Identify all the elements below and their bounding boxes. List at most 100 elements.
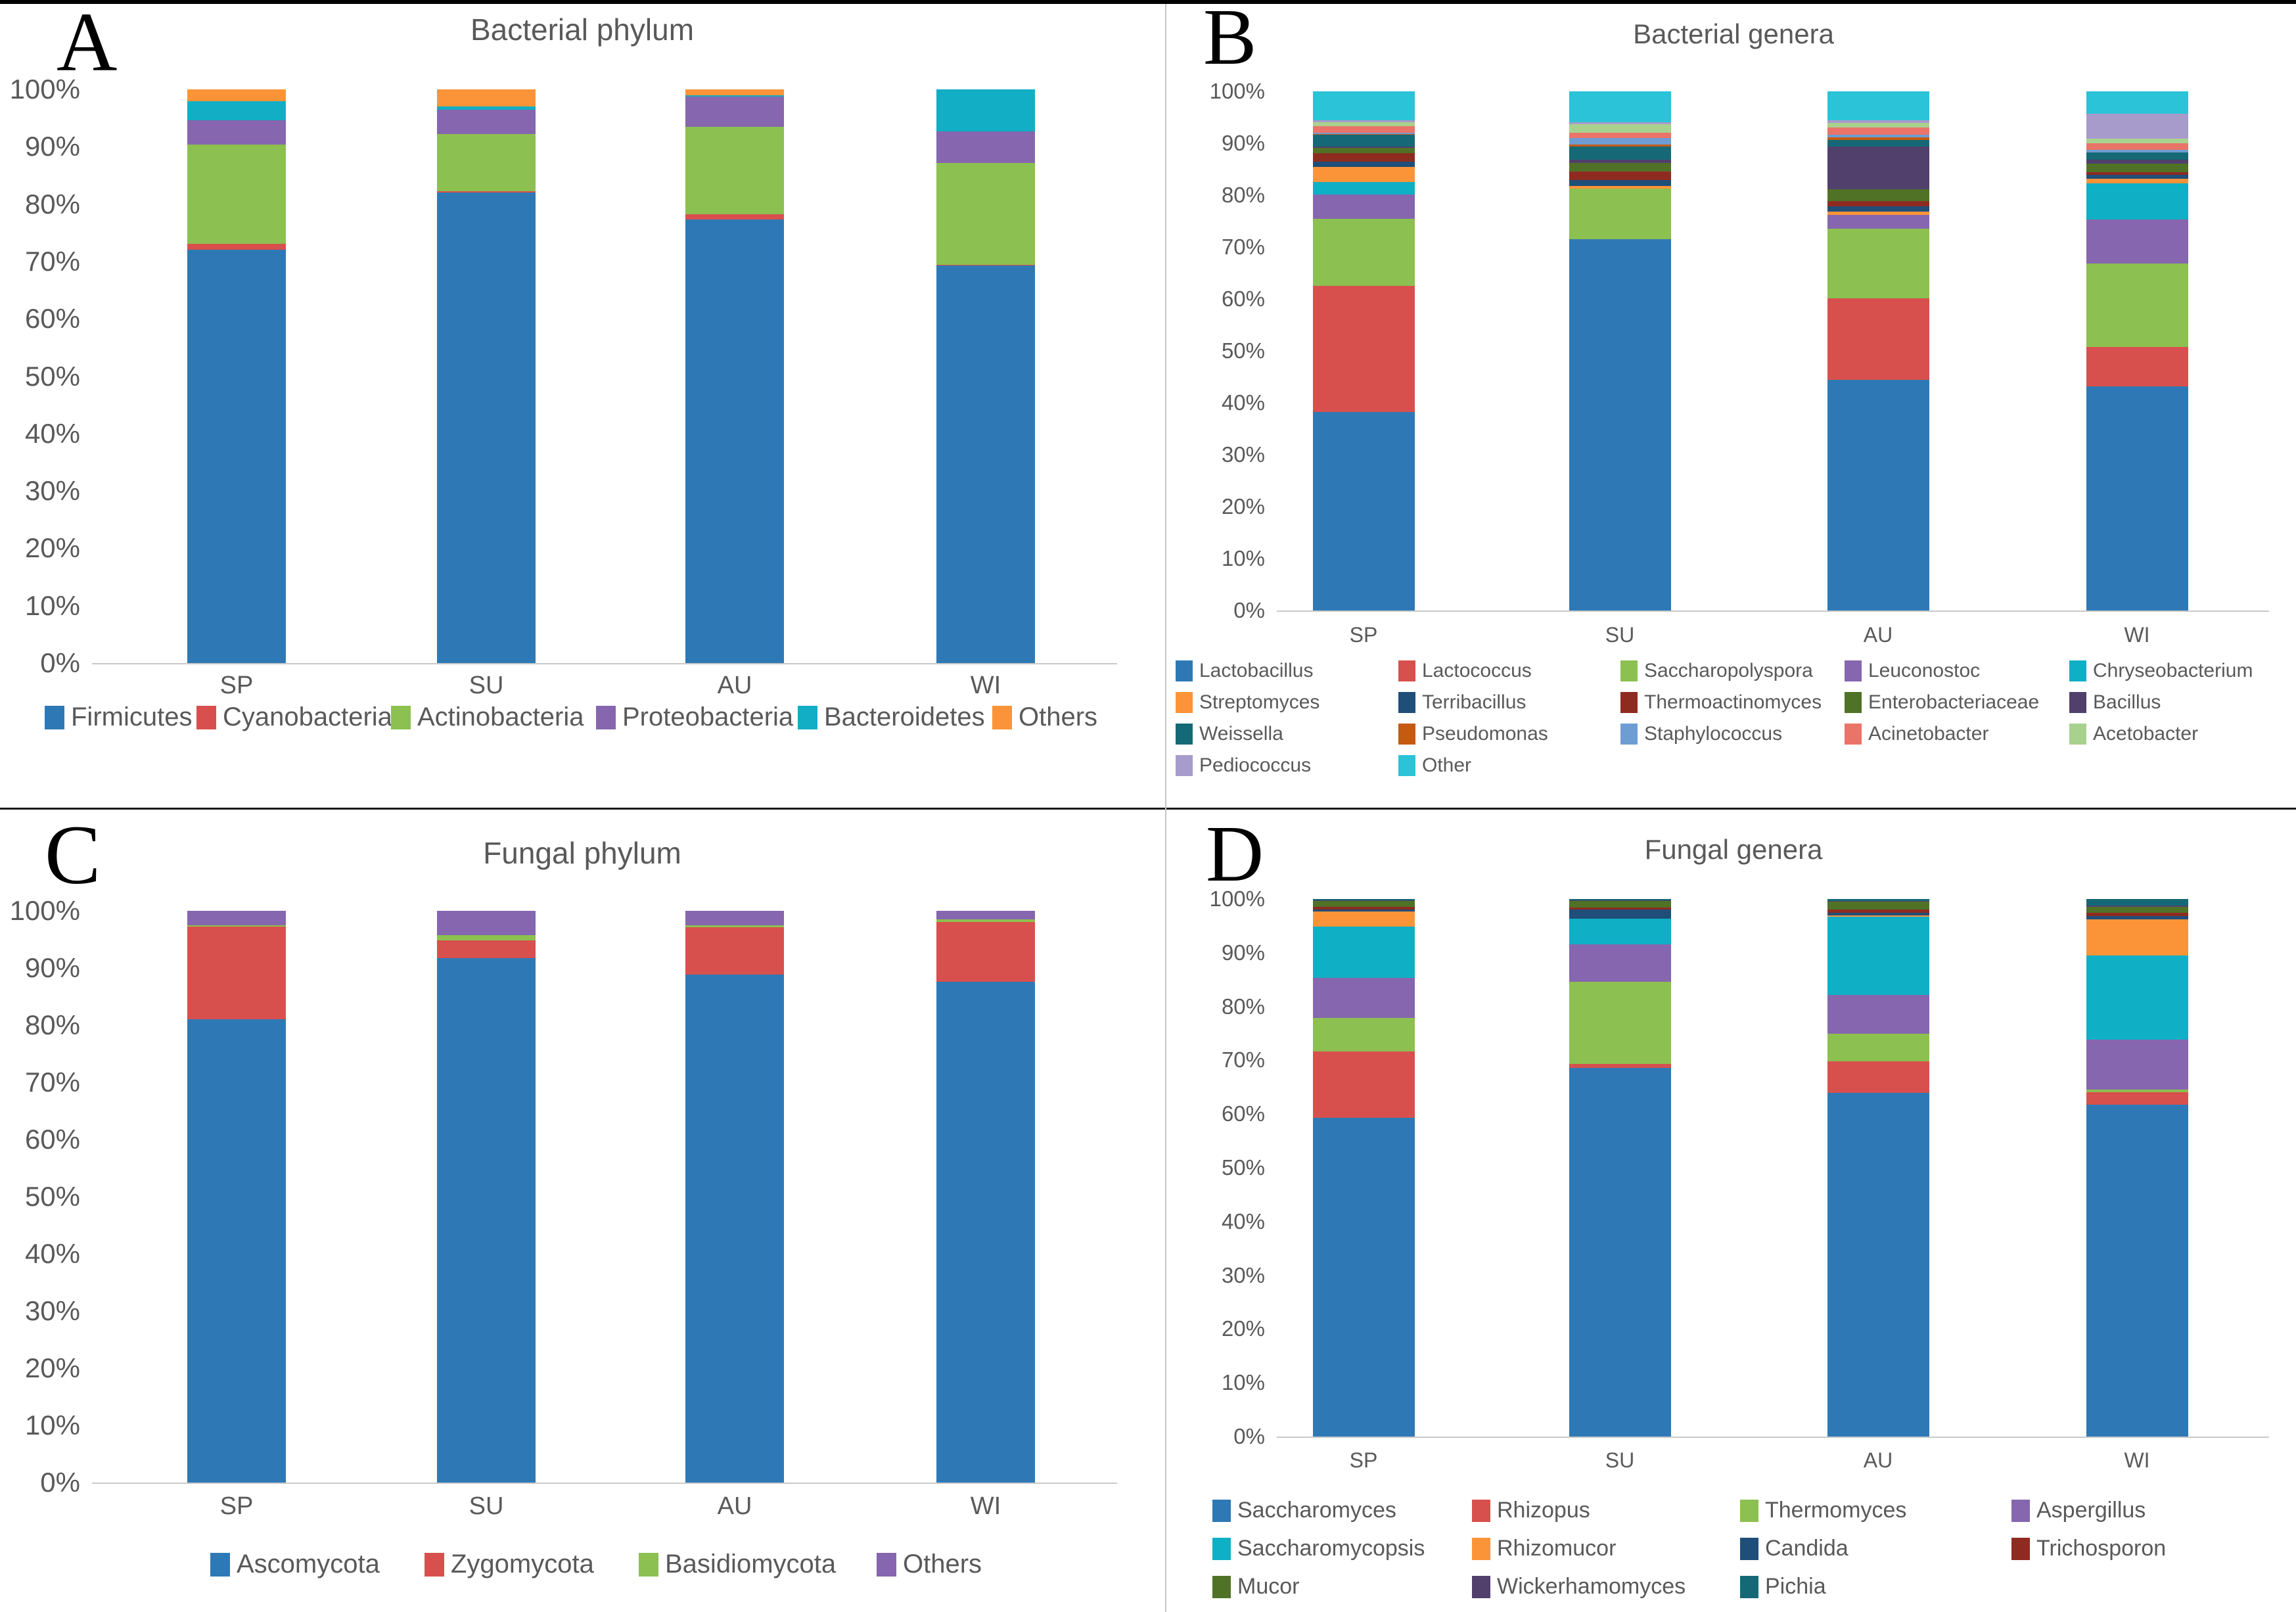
x-axis-category-label: WI — [970, 672, 1001, 699]
x-axis-category-label: SP — [219, 672, 254, 699]
bar-segment-wickerhamomyces — [2086, 905, 2188, 908]
stacked-bar-AU — [1827, 899, 1929, 1437]
vertical-divider — [1165, 4, 1166, 1612]
chart-title: Fungal phylum — [483, 836, 681, 870]
x-axis-category-label: SU — [1605, 1448, 1635, 1472]
bar-segment-acetobacter — [1569, 124, 1671, 133]
stacked-bar-SP — [187, 89, 286, 663]
y-axis-tick-label: 20% — [24, 532, 80, 564]
bar-segment-mucor — [1569, 901, 1671, 908]
bar-segment-streptomyces — [1827, 212, 1929, 216]
y-axis-tick-label: 80% — [24, 188, 80, 219]
y-axis-tick-label: 70% — [1221, 235, 1265, 259]
bar-segment-saccharopolyspora — [2086, 263, 2188, 347]
legend-swatch-wickerhamomyces — [1472, 1575, 1490, 1598]
bar-segment-rhizomucor — [2086, 919, 2188, 956]
bar-segment-actinobacteria — [936, 162, 1035, 265]
legend-item-acetobacter: Acetobacter — [2069, 723, 2198, 745]
x-axis-category-label: WI — [2124, 623, 2150, 647]
legend-swatch-lactococcus — [1398, 660, 1415, 681]
bar-segment-other — [1312, 91, 1415, 120]
bar-segment-acinetobacter — [1827, 127, 1929, 135]
legend-item-firmicutes: Firmicutes — [45, 702, 192, 732]
legend-item-chryseobacterium: Chryseobacterium — [2069, 660, 2253, 682]
bar-segment-thermoactinomyces — [1827, 200, 1929, 207]
bar-segment-lactococcus — [2086, 346, 2188, 386]
bar-segment-basidiomycota — [936, 919, 1035, 922]
x-axis-category-label: WI — [970, 1492, 1001, 1520]
stacked-bar-AU — [685, 911, 784, 1483]
legend-swatch-candida — [1740, 1537, 1758, 1560]
y-axis-tick-label: 100% — [1209, 887, 1265, 911]
bar-segment-weissella — [1827, 139, 1929, 147]
legend-item-bacillus: Bacillus — [2069, 691, 2161, 714]
legend-item-actinobacteria: Actinobacteria — [391, 702, 584, 732]
bar-segment-others — [187, 89, 286, 101]
bar-segment-bacillus — [1569, 160, 1671, 164]
bar-segment-pediococcus — [1827, 120, 1929, 123]
bar-segment-terribacillus — [1827, 206, 1929, 212]
bar-segment-actinobacteria — [437, 134, 536, 192]
bar-segment-acetobacter — [1312, 122, 1415, 127]
bar-segment-wickerhamomyces — [1312, 900, 1415, 902]
legend-item-rhizomucor: Rhizomucor — [1472, 1536, 1616, 1561]
bar-segment-bacteroidetes — [936, 89, 1035, 131]
legend-item-acinetobacter: Acinetobacter — [1845, 723, 1988, 745]
legend-label: Terribacillus — [1422, 691, 1527, 713]
stacked-bar-SP — [1312, 899, 1415, 1437]
legend-label: Saccharomycopsis — [1237, 1536, 1425, 1561]
bar-segment-firmicutes — [685, 219, 784, 663]
y-axis-tick-label: 60% — [1221, 287, 1265, 311]
bar-segment-other — [1569, 91, 1671, 122]
bar-segment-terribacillus — [1312, 161, 1415, 167]
legend-label: Ascomycota — [237, 1550, 380, 1578]
y-axis-tick-label: 100% — [9, 74, 80, 104]
legend-swatch-leuconostoc — [1845, 660, 1862, 681]
y-axis-tick-label: 80% — [1221, 183, 1265, 207]
legend-item-mucor: Mucor — [1212, 1574, 1299, 1600]
bar-segment-leuconostoc — [2086, 219, 2188, 264]
stacked-bar-AU — [685, 89, 784, 663]
panel-letter-a: A — [57, 0, 118, 89]
y-axis-tick-label: 10% — [24, 589, 80, 621]
legend-label: Cyanobacteria — [223, 702, 392, 731]
bar-segment-saccharomycopsis — [1569, 919, 1671, 944]
chart-title: Fungal genera — [1644, 834, 1823, 865]
panel-fungal-phylum: C Fungal phylum 100% 90% 80% 70% 60% 50% 40% 30% 2… — [0, 808, 1165, 1612]
bar-segment-wickerhamomyces — [1827, 900, 1929, 902]
legend-label: Proteobacteria — [622, 702, 794, 731]
y-axis-tick-label: 100% — [1209, 79, 1265, 103]
bar-segment-trichosporon — [1312, 906, 1415, 910]
y-axis-tick-label: 30% — [1221, 442, 1265, 467]
legend-swatch-enterobacteriaceae — [1845, 692, 1862, 713]
y-axis-tick-label: 40% — [1221, 1209, 1265, 1233]
y-axis-tick-label: 70% — [24, 1067, 80, 1097]
bar-segment-aspergillus — [1312, 978, 1415, 1018]
bar-segment-bacteroidetes — [187, 101, 286, 121]
bar-segment-weissella — [1312, 135, 1415, 147]
bar-segment-candida — [2086, 916, 2188, 920]
bar-segment-ascomycota — [437, 958, 536, 1483]
horizontal-divider — [0, 808, 2296, 810]
legend-item-enterobacteriaceae: Enterobacteriaceae — [1845, 691, 2039, 714]
y-axis-tick-label: 80% — [24, 1009, 80, 1040]
legend-swatch-actinobacteria — [391, 705, 411, 729]
y-axis-tick-label: 20% — [1221, 494, 1265, 518]
legend-swatch-chryseobacterium — [2069, 660, 2086, 681]
bar-segment-trichosporon — [2086, 913, 2188, 917]
legend-label: Rhizopus — [1497, 1498, 1590, 1523]
x-axis-category-label: SU — [1605, 623, 1635, 647]
legend-label: Weissella — [1199, 723, 1283, 745]
y-axis-tick-label: 20% — [1221, 1316, 1265, 1341]
bar-segment-aspergillus — [1569, 944, 1671, 982]
bar-segment-lactobacillus — [1569, 239, 1671, 610]
legend-item-candida: Candida — [1740, 1536, 1848, 1561]
bar-segment-pediococcus — [1312, 120, 1415, 122]
bar-segment-bacillus — [2086, 159, 2188, 164]
y-axis-tick-label: 10% — [1221, 546, 1265, 570]
y-axis-tick-label: 40% — [24, 417, 80, 449]
bar-segment-lactobacillus — [1827, 380, 1929, 610]
legend-swatch-basidiomycota — [639, 1552, 658, 1577]
legend-label: Lactococcus — [1422, 660, 1532, 681]
